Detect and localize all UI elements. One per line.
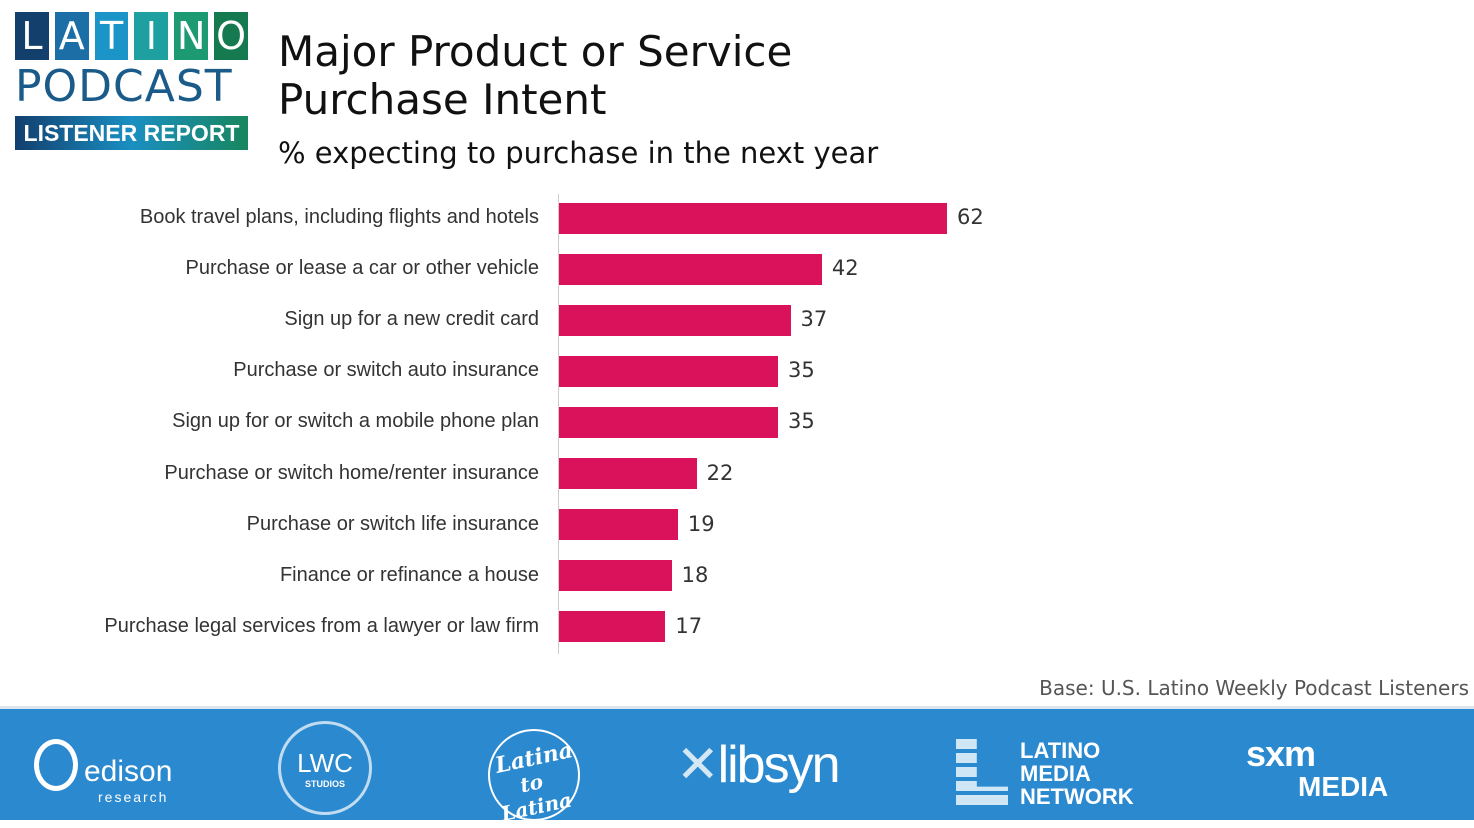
logo-letter-tile: O (214, 12, 248, 60)
lwc-studios-logo: LWC STUDIOS (278, 721, 372, 815)
data-label: 19 (687, 511, 715, 536)
category-label: Purchase legal services from a lawyer or… (104, 614, 539, 637)
logo-letter-tile: I (134, 12, 169, 60)
logo-letter-tile: T (94, 12, 129, 60)
category-label: Purchase or lease a car or other vehicle (185, 257, 539, 280)
sxm-media-logo: sxm MEDIA (1246, 733, 1389, 802)
bar (559, 560, 672, 592)
data-label: 18 (681, 562, 709, 587)
category-label: Sign up for a new credit card (284, 308, 539, 331)
logo-letter-tile: L (15, 12, 49, 60)
chart-title: Major Product or Service Purchase Intent (278, 27, 793, 124)
category-label: Book travel plans, including flights and… (139, 206, 539, 228)
logo-letter-tile: N (174, 12, 209, 60)
data-label: 37 (800, 307, 828, 332)
edison-swirl-icon (34, 739, 78, 791)
chart-subtitle: % expecting to purchase in the next year (278, 136, 879, 170)
bar (559, 253, 822, 285)
sponsor-footer: edison research LWC STUDIOS Latina to La… (0, 706, 1474, 826)
category-label: Finance or refinance a house (279, 563, 539, 586)
category-label: Purchase or switch life insurance (246, 512, 539, 535)
data-label: 35 (788, 358, 815, 383)
bar (559, 611, 666, 643)
bar (559, 509, 678, 541)
libsyn-logo: ✕libsyn (676, 736, 841, 794)
lmn-bars-icon (956, 739, 1008, 807)
data-label: 42 (831, 256, 859, 281)
data-label: 22 (706, 460, 734, 485)
libsyn-x-icon: ✕ (676, 736, 720, 794)
category-label: Sign up for or switch a mobile phone pla… (172, 410, 539, 433)
logo-letter-tile: A (54, 12, 89, 60)
data-label: 17 (675, 613, 703, 638)
logo-listener-report: LISTENER REPORT 2023 (15, 116, 248, 180)
base-note: Base: U.S. Latino Weekly Podcast Listene… (1039, 676, 1469, 700)
data-label: 62 (957, 205, 984, 229)
data-label: 35 (788, 409, 815, 434)
bar (559, 406, 779, 438)
latina-to-latina-logo: Latina to Latina (488, 729, 580, 826)
bar (559, 304, 791, 336)
bar (559, 458, 697, 489)
bar (559, 355, 779, 387)
category-axis-line (558, 194, 559, 654)
logo-podcast: PODCAST (15, 61, 233, 112)
category-label: Purchase or switch home/renter insurance (164, 461, 539, 484)
bar (559, 202, 947, 234)
category-label: Purchase or switch auto insurance (233, 359, 539, 382)
